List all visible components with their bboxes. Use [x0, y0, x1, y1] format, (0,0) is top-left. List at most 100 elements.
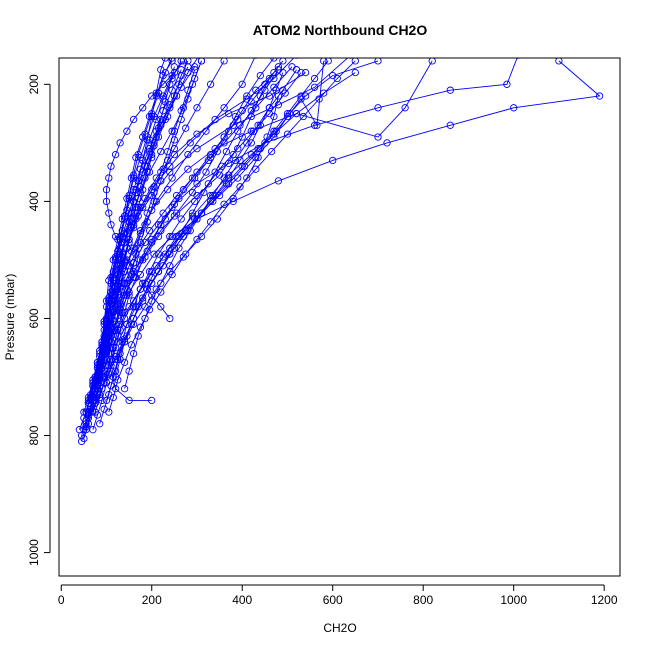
data-point [193, 130, 201, 138]
data-point [170, 68, 179, 77]
data-point [145, 227, 154, 235]
data-point [123, 229, 131, 238]
data-point [270, 127, 278, 135]
data-point [225, 174, 233, 182]
data-point [179, 58, 188, 65]
data-point [383, 139, 391, 147]
data-point [170, 150, 179, 159]
data-point [107, 361, 115, 369]
data-point [150, 250, 158, 258]
data-point [191, 66, 199, 74]
data-point [107, 221, 115, 229]
data-point [163, 186, 172, 194]
data-point [107, 308, 115, 317]
data-point [116, 349, 124, 358]
data-point [177, 215, 185, 223]
data-point [136, 229, 145, 238]
data-point [107, 162, 115, 170]
data-point [220, 200, 228, 208]
data-point [163, 147, 172, 156]
data-point [220, 133, 228, 141]
data-point [213, 215, 221, 223]
data-point [116, 139, 124, 147]
data-point [175, 244, 183, 252]
data-point [213, 147, 221, 156]
data-point [123, 279, 131, 287]
data-point [80, 426, 88, 434]
data-point [202, 168, 210, 176]
series-35 [80, 58, 176, 416]
data-point [166, 250, 174, 258]
data-point [116, 244, 124, 252]
data-point [225, 127, 233, 135]
data-point [193, 104, 201, 112]
data-point [134, 244, 142, 252]
data-point [301, 68, 310, 77]
data-point [136, 323, 145, 331]
data-point [252, 104, 260, 112]
data-point [123, 127, 131, 135]
data-point [184, 150, 192, 159]
data-point [313, 121, 321, 129]
data-point [229, 194, 237, 203]
data-point [236, 156, 244, 165]
data-point [100, 317, 108, 326]
data-point [116, 273, 124, 282]
data-point [96, 420, 104, 428]
data-point [129, 314, 138, 323]
data-point [157, 115, 165, 124]
data-point [222, 147, 231, 156]
data-point [111, 256, 120, 264]
data-point [252, 165, 260, 173]
data-point [188, 174, 197, 182]
data-point [288, 63, 296, 71]
data-point [254, 145, 262, 153]
data-point [139, 133, 147, 141]
data-point [111, 291, 120, 299]
plot-frame [58, 57, 621, 577]
data-point [238, 80, 246, 88]
data-point [261, 86, 269, 94]
data-point [204, 180, 212, 188]
series-line [108, 60, 356, 413]
data-point [123, 194, 131, 203]
data-point [168, 270, 176, 279]
data-point [120, 256, 129, 264]
data-point [143, 209, 151, 217]
series-line [83, 60, 173, 413]
data-point [132, 188, 140, 197]
data-point [256, 92, 264, 100]
data-point [150, 188, 158, 197]
data-point [428, 58, 436, 65]
data-point [170, 63, 179, 71]
data-point [118, 338, 126, 346]
data-point [270, 58, 278, 62]
data-point [279, 68, 287, 77]
data-point [182, 124, 190, 132]
data-point [184, 86, 192, 94]
data-point [172, 209, 181, 217]
data-point [152, 133, 160, 141]
data-point [159, 262, 167, 270]
data-point [272, 86, 280, 94]
data-point [157, 279, 165, 287]
data-point [193, 145, 201, 153]
series-28 [105, 63, 296, 405]
data-point [161, 58, 169, 62]
data-point [139, 256, 147, 264]
data-point [249, 127, 258, 135]
data-point [301, 92, 310, 100]
data-point [267, 147, 276, 156]
data-point [111, 150, 120, 159]
data-point [148, 267, 156, 276]
data-point [100, 379, 108, 387]
series-line [99, 72, 302, 424]
data-point [139, 104, 147, 112]
data-point [188, 188, 197, 197]
y-tick-label: 200 [27, 74, 41, 94]
data-point [283, 109, 292, 118]
data-point [157, 221, 165, 229]
data-point [123, 256, 131, 264]
x-axis-label: CH2O [323, 621, 356, 635]
data-point [109, 393, 117, 402]
